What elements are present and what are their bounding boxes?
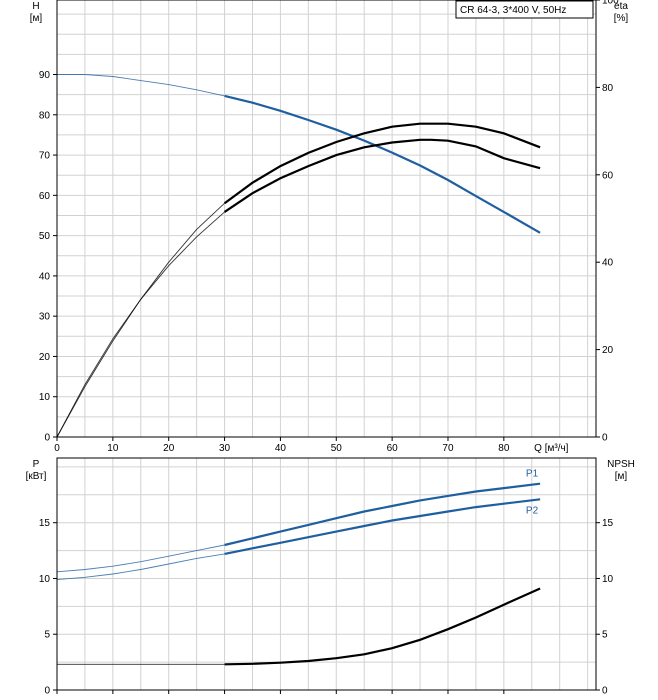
- curve-segment-operating-range: [224, 94, 541, 234]
- y-tick-label-right: 60: [602, 170, 614, 181]
- y-axis-unit-left: [м]: [30, 13, 43, 24]
- x-tick-label: 80: [498, 443, 510, 454]
- grid-lines: [57, 0, 596, 437]
- y-tick-label-right: 0: [602, 686, 608, 697]
- curve-label-p1: P1: [526, 469, 539, 480]
- y-tick-label-right: 80: [602, 83, 614, 94]
- y-tick-label-left: 10: [39, 392, 51, 403]
- grid-lines: [57, 458, 596, 690]
- y-tick-label-left: 10: [39, 574, 51, 585]
- curve-lines: [56, 74, 541, 438]
- tick-labels: 0 10 20 30 40 50 60 70 80 90 0 20 40 60 80 100 0 10 20 30 40…: [39, 0, 619, 454]
- x-tick-label: 0: [54, 443, 60, 454]
- y-tick-label-right: 0: [602, 433, 608, 444]
- y-axis-label-left: H: [32, 1, 39, 12]
- plot-frame: [56, 457, 597, 691]
- x-tick-label: 40: [275, 443, 287, 454]
- curve-segment-operating-range: [224, 587, 541, 666]
- y-tick-label-left: 40: [39, 271, 51, 282]
- x-tick-label: 30: [219, 443, 231, 454]
- tick-labels: 0 5 10 15 0 5 10 15: [39, 518, 614, 696]
- power-npsh-panel: 0 5 10 15 0 5 10 15 P[кВт] NPSH[м] P1 P2: [26, 457, 635, 697]
- y-tick-label-left: 20: [39, 352, 51, 363]
- y-tick-label-right: 15: [602, 518, 614, 529]
- y-tick-label-right: 40: [602, 258, 614, 269]
- x-tick-label: 10: [107, 443, 119, 454]
- x-tick-label: 20: [163, 443, 175, 454]
- y-axis-unit-right: [м]: [615, 471, 628, 482]
- curve-labels: P1 P2: [526, 469, 539, 517]
- x-tick-label: 50: [331, 443, 343, 454]
- legend-text: CR 64-3, 3*400 V, 50Hz: [460, 5, 566, 16]
- legend: CR 64-3, 3*400 V, 50Hz: [455, 0, 594, 19]
- head-efficiency-panel: 0 10 20 30 40 50 60 70 80 90 0 20 40 60 80 100 0 10 20 30 40…: [30, 0, 629, 454]
- y-tick-label-left: 0: [44, 433, 50, 444]
- y-axis-unit-right: [%]: [614, 13, 629, 24]
- x-tick-label: 60: [387, 443, 399, 454]
- y-tick-label-right: 20: [602, 345, 614, 356]
- axis-labels: Q [м³/ч] H[м] eta[%]: [30, 1, 629, 454]
- curve-segment-outside-range: [56, 202, 225, 438]
- y-tick-label-left: 15: [39, 518, 51, 529]
- y-tick-label-right: 10: [602, 574, 614, 585]
- y-tick-label-left: 5: [44, 630, 50, 641]
- y-axis-unit-left: [кВт]: [26, 471, 47, 482]
- plot-frame: [56, 0, 597, 438]
- y-tick-label-left: 80: [39, 110, 51, 121]
- curve-label-p2: P2: [526, 505, 539, 516]
- legend-box: [455, 0, 594, 19]
- y-tick-label-left: 60: [39, 191, 51, 202]
- y-tick-label-left: 70: [39, 151, 51, 162]
- y-tick-label-left: 90: [39, 70, 51, 81]
- y-axis-label-right: NPSH: [607, 459, 635, 470]
- y-tick-label-left: 0: [44, 686, 50, 697]
- y-axis-label-right: eta: [614, 1, 628, 12]
- curve-segment-operating-range: [224, 498, 541, 555]
- curve-segment-outside-range: [56, 544, 225, 573]
- curve-segment-operating-range: [223, 122, 541, 205]
- y-tick-label-left: 30: [39, 312, 51, 323]
- x-tick-label: 70: [442, 443, 454, 454]
- curve-segment-operating-range: [223, 138, 541, 213]
- y-tick-label-right: 5: [602, 630, 608, 641]
- x-axis-label: Q [м³/ч]: [534, 443, 569, 454]
- curve-segment-operating-range: [224, 482, 541, 547]
- axis-labels: P[кВт] NPSH[м]: [26, 459, 635, 482]
- curve-lines: [56, 482, 541, 666]
- y-tick-label-left: 50: [39, 231, 51, 242]
- curve-segment-outside-range: [57, 74, 225, 97]
- y-tick-label-right: 100: [602, 0, 619, 7]
- y-axis-label-left: P: [33, 459, 40, 470]
- curve-segment-outside-range: [56, 553, 225, 581]
